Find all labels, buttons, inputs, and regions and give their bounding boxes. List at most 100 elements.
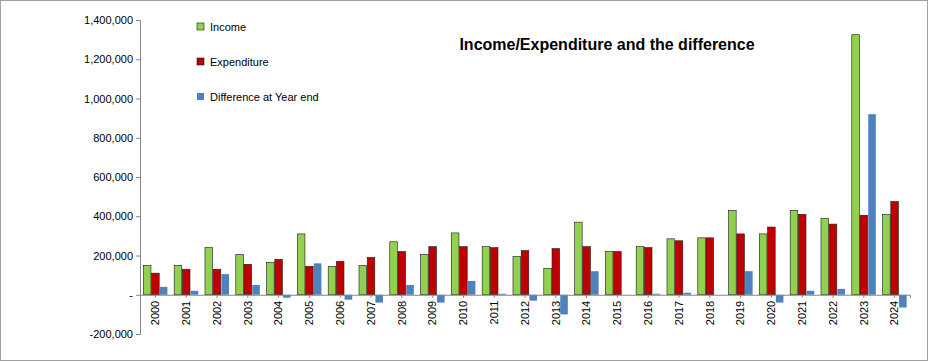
- x-tick-mark: [802, 295, 803, 298]
- x-tick-mark: [894, 295, 895, 298]
- bar: [513, 256, 521, 294]
- x-tick-mark: [709, 295, 710, 298]
- x-tick-mark: [401, 295, 402, 298]
- bar: [821, 218, 829, 295]
- y-tick-mark: [136, 177, 140, 178]
- bar: [698, 238, 706, 295]
- x-tick-mark: [771, 295, 772, 298]
- y-tick-label: 200,000: [93, 250, 133, 262]
- series: [143, 35, 890, 295]
- bars: [143, 35, 906, 315]
- bar: [482, 247, 490, 295]
- x-tick-mark: [648, 295, 649, 298]
- x-axis-line: [141, 295, 911, 298]
- y-tick-label: 1,400,000: [84, 14, 133, 26]
- bar: [737, 234, 745, 295]
- y-tick-label: 1,000,000: [84, 93, 133, 105]
- x-tick-mark: [309, 295, 310, 298]
- bar: [205, 248, 213, 295]
- bar: [336, 261, 344, 294]
- bar: [790, 210, 798, 294]
- bar: [328, 266, 336, 294]
- y-tick: 1,200,000: [84, 53, 140, 65]
- y-tick-label: -200,000: [90, 328, 133, 340]
- bar: [406, 285, 414, 295]
- x-tick-label: 2019: [734, 301, 746, 325]
- y-tick-label: 1,200,000: [84, 53, 133, 65]
- x-tick-mark: [740, 295, 741, 298]
- bar: [891, 202, 899, 295]
- bar: [213, 269, 221, 295]
- x-tick-mark: [863, 295, 864, 298]
- x-tick-label: 2013: [550, 301, 562, 325]
- bar: [868, 114, 876, 295]
- bar: [706, 238, 714, 295]
- legend-label: Difference at Year end: [210, 91, 319, 103]
- x-tick: 2019: [734, 295, 746, 325]
- bar: [160, 287, 168, 295]
- x-tick-mark: [247, 295, 248, 298]
- bar: [367, 257, 375, 294]
- series: [160, 114, 907, 314]
- x-tick-mark: [617, 295, 618, 298]
- legend-item: Income: [197, 21, 246, 33]
- x-tick-label: 2010: [457, 301, 469, 325]
- x-tick-label: 2002: [211, 301, 223, 325]
- bar: [745, 271, 753, 295]
- bar: [768, 227, 776, 295]
- x-tick: 2005: [303, 295, 315, 325]
- x-tick: 2018: [704, 295, 716, 325]
- x-tick-label: 2007: [365, 301, 377, 325]
- bar: [152, 273, 160, 295]
- y-tick-label: 600,000: [93, 171, 133, 183]
- y-tick: -200,000: [90, 328, 140, 340]
- x-tick-label: 2000: [149, 301, 161, 325]
- bar: [683, 293, 691, 295]
- bar: [860, 215, 868, 294]
- bar: [798, 214, 806, 294]
- bar: [837, 289, 845, 295]
- bar: [297, 234, 305, 295]
- x-tick-label: 2005: [303, 301, 315, 325]
- y-tick-label: -: [129, 289, 133, 301]
- x-tick: 2003: [242, 295, 254, 325]
- bar: [143, 265, 151, 294]
- x-tick: 2002: [211, 295, 223, 325]
- legend-label: Expenditure: [210, 56, 269, 68]
- x-tick-label: 2018: [704, 301, 716, 325]
- x-tick-label: 2008: [396, 301, 408, 325]
- x-tick: 2008: [396, 295, 408, 325]
- x-tick-mark: [432, 295, 433, 298]
- x-tick-label: 2017: [673, 301, 685, 325]
- bar: [521, 251, 529, 295]
- bar: [275, 259, 283, 294]
- bar: [490, 248, 498, 295]
- bar: [614, 252, 622, 295]
- y-axis: -200,000-200,000400,000600,000800,0001,0…: [84, 14, 140, 340]
- x-tick-mark: [278, 295, 279, 298]
- x-tick-mark: [217, 295, 218, 298]
- bar: [759, 234, 767, 295]
- x-tick-label: 2020: [765, 301, 777, 325]
- y-tick-mark: [136, 295, 140, 296]
- y-tick: -: [129, 289, 140, 301]
- bar: [306, 266, 314, 294]
- x-tick: 2021: [796, 295, 808, 325]
- y-tick-mark: [136, 99, 140, 100]
- x-tick-mark: [494, 295, 495, 298]
- x-tick-label: 2012: [519, 301, 531, 325]
- bar: [667, 239, 675, 295]
- bar: [729, 210, 737, 294]
- y-tick-label: 800,000: [93, 132, 133, 144]
- bar: [429, 247, 437, 295]
- title: Income/Expenditure and the difference: [459, 36, 754, 53]
- legend-swatch: [197, 58, 204, 65]
- y-tick-mark: [136, 334, 140, 335]
- bar: [398, 252, 406, 295]
- bar: [244, 264, 252, 294]
- x-tick-label: 2022: [827, 301, 839, 325]
- x-tick: 2016: [642, 295, 654, 325]
- y-tick: 600,000: [93, 171, 140, 183]
- y-tick: 800,000: [93, 132, 140, 144]
- bar: [314, 263, 322, 294]
